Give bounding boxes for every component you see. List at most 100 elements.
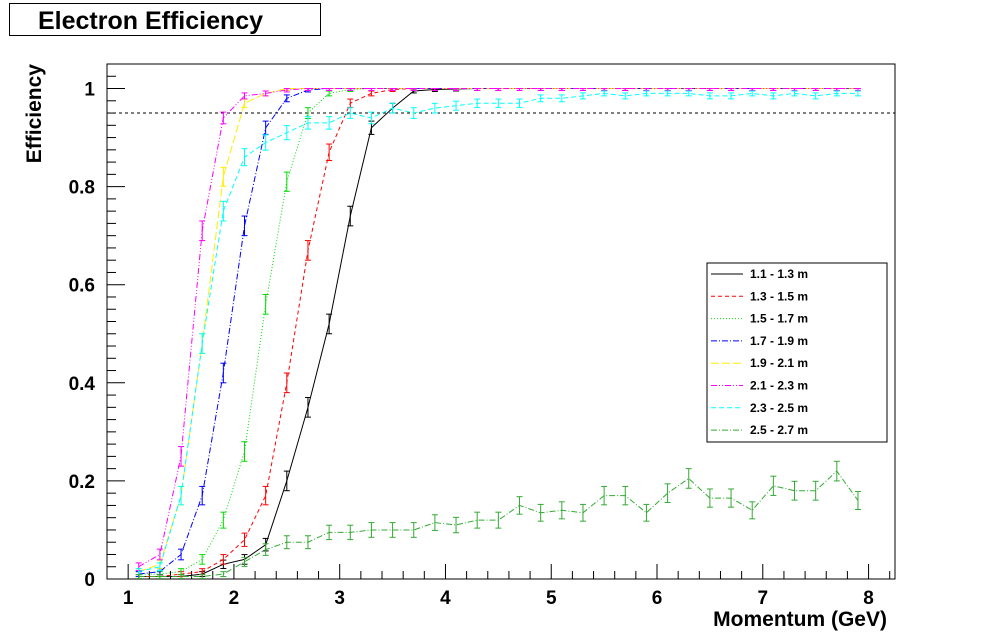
data-point	[728, 88, 735, 91]
data-point	[833, 90, 840, 97]
legend-entry: 1.7 - 1.9 m	[711, 334, 808, 348]
data-point	[495, 88, 502, 91]
data-point	[389, 102, 396, 114]
legend-label: 1.7 - 1.9 m	[750, 334, 808, 348]
data-point	[241, 92, 248, 100]
data-point	[833, 88, 840, 91]
chart-title-box: Electron Efficiency	[9, 3, 321, 36]
legend-box	[706, 262, 888, 443]
legend-entry: 1.5 - 1.7 m	[711, 312, 808, 326]
data-point	[199, 333, 206, 354]
data-point	[474, 88, 481, 91]
y-tick-label: 0.2	[69, 472, 95, 493]
data-point	[178, 574, 185, 580]
data-point	[262, 485, 269, 506]
data-point	[664, 90, 671, 97]
data-point	[368, 90, 375, 97]
data-point	[706, 488, 713, 508]
data-point	[685, 468, 692, 489]
data-point	[601, 88, 608, 91]
data-point	[347, 205, 354, 227]
data-point	[579, 92, 586, 100]
data-point	[326, 143, 333, 162]
legend-label: 1.9 - 2.1 m	[750, 356, 808, 370]
data-point	[706, 92, 713, 100]
legend-entry: 1.9 - 2.1 m	[711, 356, 808, 370]
data-point	[622, 92, 629, 100]
series-layer	[135, 88, 861, 580]
data-point	[601, 485, 608, 506]
data-point	[220, 166, 227, 187]
data-point	[643, 503, 650, 522]
data-point	[728, 488, 735, 508]
legend-entry: 1.3 - 1.5 m	[711, 289, 808, 303]
data-point	[262, 90, 269, 97]
data-point	[854, 491, 861, 511]
data-point	[643, 88, 650, 91]
data-point	[770, 475, 777, 496]
data-point	[579, 88, 586, 91]
data-point	[262, 134, 269, 151]
data-point	[178, 446, 185, 467]
data-point	[579, 503, 586, 522]
x-axis-title: Momentum (GeV)	[713, 608, 887, 631]
legend-label: 1.1 - 1.3 m	[750, 267, 808, 281]
legend-entry: 2.3 - 2.5 m	[711, 401, 808, 415]
data-point	[389, 88, 396, 91]
data-point	[854, 88, 861, 91]
legend-label: 1.5 - 1.7 m	[750, 312, 808, 326]
data-point	[283, 535, 290, 550]
data-point	[304, 116, 311, 130]
data-point	[283, 470, 290, 492]
x-tick-label: 8	[863, 588, 874, 609]
data-point	[326, 524, 333, 541]
data-point	[685, 88, 692, 91]
data-point	[728, 92, 735, 100]
data-point	[431, 88, 438, 91]
data-point	[241, 441, 248, 462]
x-tick-label: 4	[440, 588, 451, 609]
data-point	[347, 524, 354, 541]
data-point	[241, 556, 248, 567]
series-line	[138, 88, 858, 575]
data-point	[664, 483, 671, 503]
data-point	[453, 516, 460, 534]
data-point	[283, 125, 290, 141]
data-point	[474, 98, 481, 108]
data-point	[326, 313, 333, 335]
data-point	[304, 88, 311, 91]
data-point	[262, 543, 269, 556]
series-line	[138, 92, 858, 573]
data-point	[495, 98, 502, 108]
y-tick-label: 0.4	[69, 374, 96, 395]
x-tick-label: 1	[123, 588, 134, 609]
data-point	[537, 88, 544, 91]
data-point	[812, 88, 819, 91]
data-point	[812, 92, 819, 100]
data-point	[791, 480, 798, 501]
data-point	[622, 88, 629, 91]
data-point	[410, 107, 417, 119]
data-point	[410, 522, 417, 538]
data-point	[220, 362, 227, 384]
legend-label: 1.3 - 1.5 m	[750, 289, 808, 303]
data-point	[178, 548, 185, 561]
data-point	[199, 485, 206, 506]
data-point	[326, 116, 333, 130]
data-point	[770, 92, 777, 100]
data-point	[304, 240, 311, 261]
data-point	[601, 90, 608, 97]
series-8	[135, 460, 861, 580]
data-point	[516, 88, 523, 91]
data-point	[833, 460, 840, 482]
legend-label: 2.1 - 2.3 m	[750, 379, 808, 393]
x-tick-label: 6	[652, 588, 663, 609]
data-point	[558, 88, 565, 91]
data-point	[389, 522, 396, 538]
data-point	[749, 90, 756, 97]
legend-label: 2.3 - 2.5 m	[750, 401, 808, 415]
data-point	[199, 220, 206, 242]
data-point	[135, 574, 142, 580]
data-point	[347, 107, 354, 119]
